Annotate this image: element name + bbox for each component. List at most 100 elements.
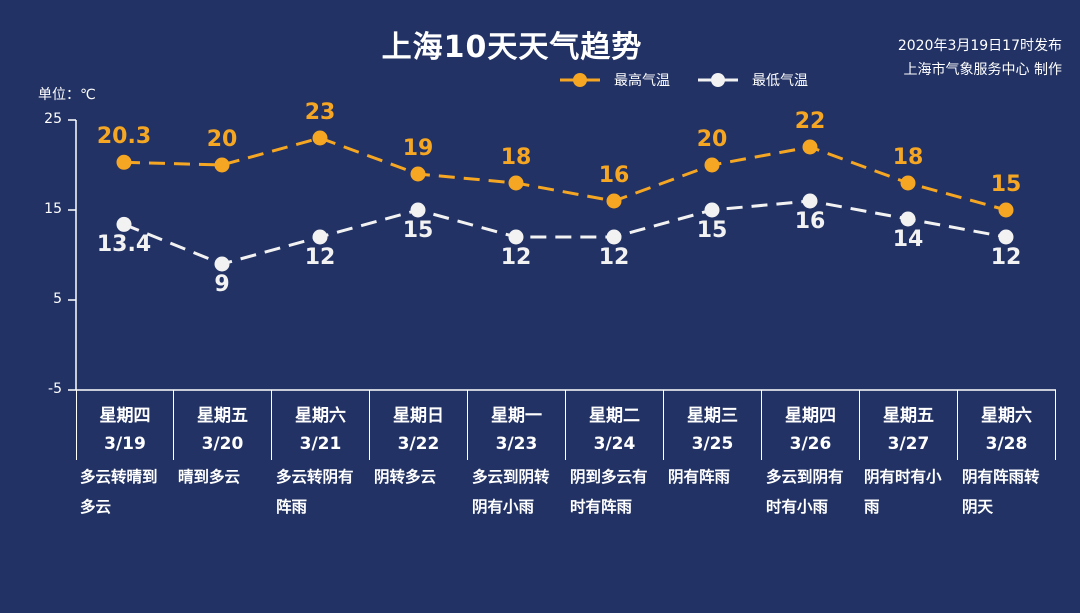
data-point <box>508 229 524 245</box>
circle-marker-icon <box>698 73 738 87</box>
high-temp-label: 23 <box>304 100 336 125</box>
weather-condition: 多云到阴有时有小雨 <box>766 468 844 516</box>
weekday-label: 星期四 <box>99 406 151 426</box>
day-cell: 星期三 3/25 <box>664 390 762 460</box>
low-temp-label: 13.4 <box>96 232 152 258</box>
low-temp-label: 14 <box>892 227 924 252</box>
data-point <box>410 202 426 218</box>
date-label: 3/19 <box>104 434 146 454</box>
y-tick-label: -5 <box>48 381 62 397</box>
high-temp-label: 16 <box>598 163 630 188</box>
data-point <box>410 166 426 182</box>
weekday-label: 星期四 <box>785 406 836 426</box>
weekday-label: 星期二 <box>589 406 640 426</box>
weather-condition: 多云到阴转阴有小雨 <box>472 468 550 516</box>
high-temp-label: 20.3 <box>96 124 152 150</box>
weekday-label: 星期一 <box>491 406 542 426</box>
high-temp-label: 15 <box>990 172 1022 197</box>
day-cell: 星期四 3/19 <box>76 390 174 460</box>
weather-condition: 阴到多云有时有阵雨 <box>570 468 648 516</box>
weather-condition: 阴有时有小雨 <box>864 468 942 516</box>
y-tick-label: 15 <box>44 201 62 217</box>
condition-row: 多云转晴到多云 晴到多云 多云转阴有阵雨 阴转多云 多云到阴转阴有小雨 阴到多云有时有阵雨… <box>76 462 1056 522</box>
weather-condition: 阴转多云 <box>374 468 437 486</box>
circle-marker-icon <box>560 73 600 87</box>
weather-condition: 阴有阵雨转阴天 <box>962 468 1040 516</box>
date-label: 3/25 <box>691 434 734 454</box>
weekday-label: 星期六 <box>981 406 1032 426</box>
day-cell: 星期一 3/23 <box>468 390 566 460</box>
low-temp-label: 15 <box>402 218 434 243</box>
day-cell: 星期四 3/26 <box>762 390 860 460</box>
day-cell: 星期五 3/20 <box>174 390 272 460</box>
legend-item-high: 最高气温 <box>560 70 670 90</box>
day-cell: 星期六 3/21 <box>272 390 370 460</box>
low-temp-label: 12 <box>304 245 336 270</box>
data-point <box>214 157 230 173</box>
weather-condition: 多云转晴到多云 <box>80 468 158 516</box>
date-label: 3/23 <box>495 434 538 454</box>
data-point <box>802 193 818 209</box>
legend-label-high: 最高气温 <box>614 73 670 89</box>
date-label: 3/26 <box>789 434 832 454</box>
day-cell: 星期五 3/27 <box>860 390 958 460</box>
low-temp-label: 12 <box>598 245 630 270</box>
legend: 最高气温 最低气温 <box>560 70 808 90</box>
high-temp-label: 22 <box>794 109 826 134</box>
data-point <box>312 130 328 146</box>
weather-condition: 晴到多云 <box>178 468 241 486</box>
day-cell: 星期二 3/24 <box>566 390 664 460</box>
publish-info: 2020年3月19日17时发布 上海市气象服务中心 制作 <box>898 34 1062 82</box>
high-temp-label: 19 <box>402 136 434 161</box>
y-tick-label: 25 <box>44 111 62 127</box>
weekday-label: 星期日 <box>393 406 444 426</box>
data-point <box>704 157 720 173</box>
low-temp-label: 16 <box>794 209 826 234</box>
day-cell: 星期六 3/28 <box>958 390 1056 460</box>
data-point <box>900 175 916 191</box>
data-point <box>508 175 524 191</box>
data-point <box>998 202 1014 218</box>
data-point <box>802 139 818 155</box>
data-point <box>312 229 328 245</box>
date-label: 3/27 <box>887 434 930 454</box>
day-header-row: 星期四 3/19 星期五 3/20 星期六 3/21 星期日 3/22 星期一 3/23 星期二 3/… <box>76 390 1056 460</box>
date-label: 3/20 <box>201 434 244 454</box>
date-label: 3/24 <box>593 434 636 454</box>
data-point <box>900 211 916 227</box>
chart-title: 上海10天天气趋势 <box>381 30 643 65</box>
unit-label: 单位：℃ <box>38 87 96 103</box>
data-point <box>606 193 622 209</box>
weekday-label: 星期五 <box>883 406 934 426</box>
date-label: 3/22 <box>397 434 440 454</box>
weather-condition: 阴有阵雨 <box>668 468 731 486</box>
low-temp-label: 12 <box>990 245 1022 270</box>
data-point <box>704 202 720 218</box>
chart-lines <box>116 130 1014 272</box>
high-temp-label: 20 <box>696 127 728 152</box>
low-temp-label: 9 <box>214 272 230 297</box>
weekday-label: 星期三 <box>687 406 738 426</box>
data-point <box>998 229 1014 245</box>
low-temp-label: 12 <box>500 245 532 270</box>
weather-condition: 多云转阴有阵雨 <box>276 468 354 516</box>
publisher: 上海市气象服务中心 制作 <box>903 62 1062 78</box>
weekday-label: 星期六 <box>295 406 346 426</box>
high-temp-label: 18 <box>892 145 924 170</box>
high-temp-label: 18 <box>500 145 532 170</box>
legend-item-low: 最低气温 <box>698 70 808 90</box>
legend-label-low: 最低气温 <box>752 73 808 89</box>
data-point <box>116 154 132 170</box>
weekday-label: 星期五 <box>197 406 248 426</box>
date-label: 3/28 <box>985 434 1028 454</box>
data-point <box>116 216 132 232</box>
date-label: 3/21 <box>299 434 342 454</box>
chart-axes <box>68 119 1056 391</box>
y-tick-label: 5 <box>53 291 62 307</box>
day-cell: 星期日 3/22 <box>370 390 468 460</box>
high-temp-label: 20 <box>206 127 238 152</box>
publish-time: 2020年3月19日17时发布 <box>897 38 1062 54</box>
data-point <box>214 256 230 272</box>
low-temp-label: 15 <box>696 218 728 243</box>
